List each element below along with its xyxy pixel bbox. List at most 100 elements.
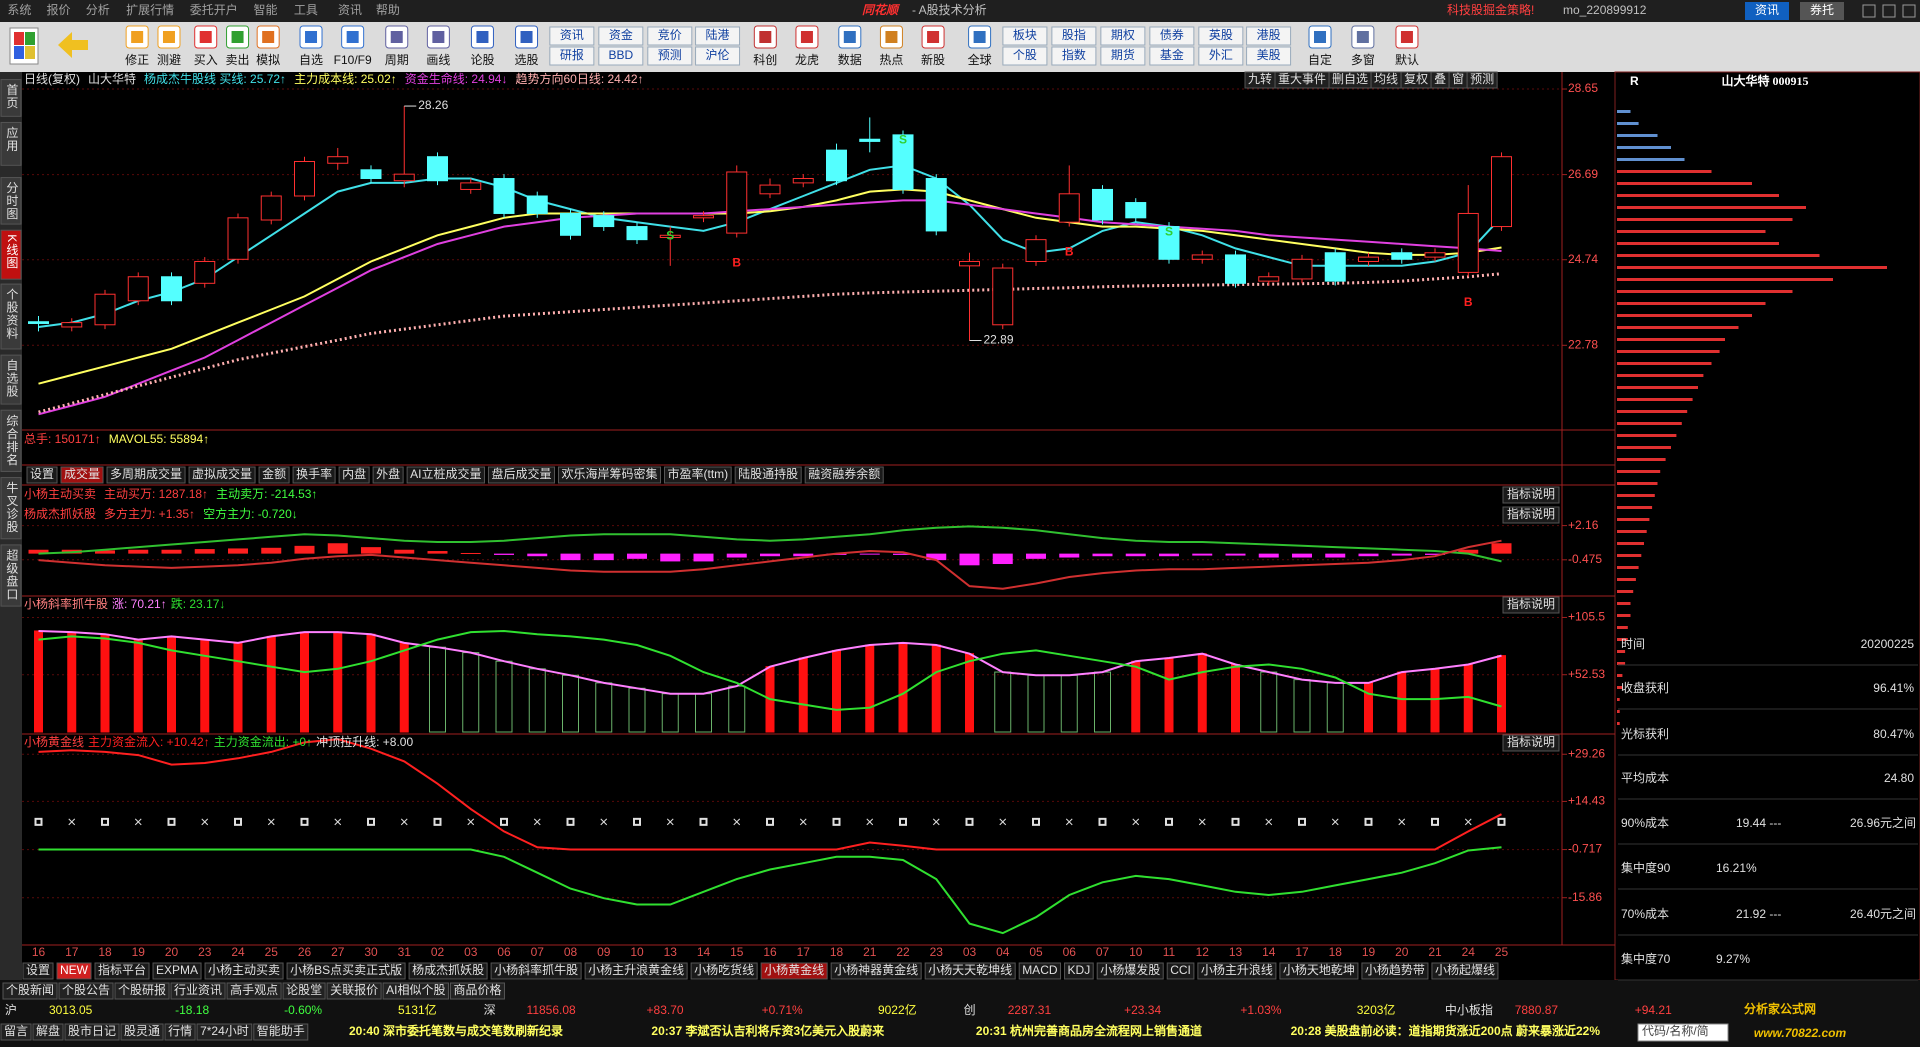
chart-button[interactable]: 叠	[1434, 72, 1446, 86]
left-tab[interactable]	[0, 477, 22, 540]
help-button-bg[interactable]	[1502, 486, 1560, 504]
indicator-tab[interactable]: 小杨吃货线	[694, 962, 754, 977]
indicator-tab-box[interactable]	[760, 962, 828, 980]
ticker-button[interactable]: 行情	[168, 1024, 192, 1038]
news-headline[interactable]: 20:31 杭州完善商品房全流程网上销售通道	[976, 1023, 1202, 1038]
indicator-tab-box[interactable]	[584, 962, 688, 980]
toolbar-button[interactable]: 论股	[470, 53, 494, 67]
indicator-tab[interactable]: NEW	[60, 963, 89, 977]
news-tab[interactable]: AI相似个股	[386, 983, 445, 997]
toolbar-grid-label[interactable]: 资讯	[560, 28, 584, 42]
volume-tab-box[interactable]	[664, 466, 732, 484]
toolbar-icon-glyph[interactable]	[346, 31, 359, 43]
toolbar-icon-glyph[interactable]	[973, 31, 986, 43]
volume-tab-box[interactable]	[338, 466, 370, 484]
toolbar-button[interactable]: 科创	[753, 53, 777, 67]
menu-item[interactable]: 资讯	[338, 3, 362, 17]
toolbar-button[interactable]: 默认	[1395, 52, 1419, 67]
volume-tab-box[interactable]	[406, 466, 485, 484]
volume-tab[interactable]: 外盘	[376, 466, 400, 481]
toolbar-grid-button[interactable]	[1246, 26, 1292, 46]
toolbar-grid-button[interactable]	[647, 26, 693, 46]
ticker-button-box[interactable]	[64, 1023, 120, 1041]
indicator-tab[interactable]: 小杨BS点买卖正式版	[290, 962, 402, 977]
left-tab-label[interactable]: K线图	[5, 234, 19, 269]
toolbar-button[interactable]: 新股	[921, 52, 945, 67]
news-tab-box[interactable]	[326, 982, 382, 1000]
help-button-bg[interactable]	[1502, 734, 1560, 752]
left-tab[interactable]	[0, 544, 22, 607]
toolbar-grid-label[interactable]: 美股	[1257, 48, 1281, 62]
ticker-button[interactable]: 智能助手	[257, 1023, 305, 1038]
volume-tab-box[interactable]	[258, 466, 290, 484]
menu-item[interactable]: 委托开户	[190, 2, 238, 17]
indicator-tab-box[interactable]	[1018, 962, 1062, 980]
news-tab[interactable]: 行业资讯	[174, 983, 222, 997]
news-headline[interactable]: 20:40 深市委托笔数与成交笔数刷新纪录	[349, 1023, 563, 1038]
ticker-button-box[interactable]	[164, 1023, 196, 1041]
help-button-bg[interactable]	[1502, 596, 1560, 614]
news-tab-box[interactable]	[114, 982, 170, 1000]
search-placeholder[interactable]: 代码/名称/简	[1642, 1023, 1709, 1038]
left-tab-label[interactable]: 综合排名	[5, 414, 19, 466]
ticker-button[interactable]: 7*24小时	[200, 1024, 249, 1038]
ticker-button-box[interactable]	[120, 1023, 164, 1041]
toolbar-icon-glyph[interactable]	[759, 31, 772, 43]
volume-tab[interactable]: 设置	[30, 467, 54, 481]
indicator-tab[interactable]: CCI	[1170, 963, 1191, 977]
toolbar-grid-label[interactable]: 研报	[560, 47, 584, 62]
toolbar-button[interactable]: 自定	[1308, 52, 1332, 67]
news-tab-box[interactable]	[58, 982, 114, 1000]
volume-tab[interactable]: 多周期成交量	[110, 466, 182, 481]
toolbar-button[interactable]: 热点	[879, 53, 903, 67]
toolbar-grid-label[interactable]: 沪伦	[706, 47, 730, 62]
toolbar-icon-glyph[interactable]	[927, 31, 940, 43]
toolbar-grid-button[interactable]	[549, 46, 595, 66]
toolbar-grid-button[interactable]	[695, 26, 741, 46]
menu-item[interactable]: 工具	[294, 3, 318, 17]
volume-tab-box[interactable]	[26, 466, 58, 484]
volume-tab-box[interactable]	[487, 466, 555, 484]
left-tab[interactable]	[0, 354, 22, 405]
indicator-tab-box[interactable]	[830, 962, 922, 980]
toolbar-grid-label[interactable]: 债券	[1160, 27, 1184, 42]
toolbar-grid-button[interactable]	[1100, 26, 1146, 46]
toolbar-icon-glyph[interactable]	[1356, 31, 1369, 43]
toolbar-grid-button[interactable]	[1149, 46, 1195, 66]
help-button[interactable]: 指标说明	[1507, 486, 1555, 501]
indicator-tab-box[interactable]	[1279, 962, 1359, 980]
toolbar-button[interactable]: 画线	[426, 53, 450, 67]
toolbar-grid-label[interactable]: 英股	[1209, 28, 1233, 42]
toolbar-grid-button[interactable]	[1198, 26, 1244, 46]
ticker-button[interactable]: 股市日记	[68, 1023, 116, 1038]
ticker-button-box[interactable]	[0, 1023, 32, 1041]
toolbar-icon-glyph[interactable]	[1314, 31, 1327, 43]
toolbar-button[interactable]: 周期	[385, 53, 409, 67]
indicator-tab[interactable]: 小杨趋势带	[1365, 962, 1425, 977]
toolbar-button[interactable]: 多窗	[1351, 53, 1375, 67]
toolbar-button[interactable]: 模拟	[256, 53, 280, 67]
indicator-tab[interactable]: EXPMA	[156, 963, 198, 977]
menu-item[interactable]: 分析	[86, 3, 110, 17]
help-button-bg[interactable]	[1502, 506, 1560, 524]
toolbar-icon-glyph[interactable]	[520, 31, 533, 43]
toolbar-button[interactable]: 修正	[125, 52, 149, 67]
volume-tab[interactable]: 虚拟成交量	[192, 466, 252, 481]
toolbar-grid-button[interactable]	[1100, 46, 1146, 66]
toolbar-grid-label[interactable]: 外汇	[1209, 48, 1233, 62]
volume-tab-box[interactable]	[372, 466, 404, 484]
chart-button[interactable]: 重大事件	[1278, 72, 1326, 86]
indicator-tab-box[interactable]	[1166, 962, 1195, 980]
volume-tab[interactable]: 融资融券余额	[808, 466, 880, 481]
chart-button-box[interactable]	[1466, 71, 1498, 89]
news-tab-box[interactable]	[449, 982, 505, 1000]
news-tab[interactable]: 论股堂	[286, 983, 322, 997]
promo-link[interactable]: 科技股掘金策略!	[1447, 2, 1534, 17]
left-tab-label[interactable]: 超级盘口	[5, 547, 19, 600]
window-control[interactable]	[1902, 4, 1916, 18]
help-button[interactable]: 指标说明	[1507, 734, 1555, 749]
toolbar-grid-button[interactable]	[1002, 26, 1048, 46]
toolbar-button[interactable]: 数据	[838, 52, 862, 67]
indicator-tab-box[interactable]	[94, 962, 150, 980]
indicator-tab-box[interactable]	[1431, 962, 1499, 980]
